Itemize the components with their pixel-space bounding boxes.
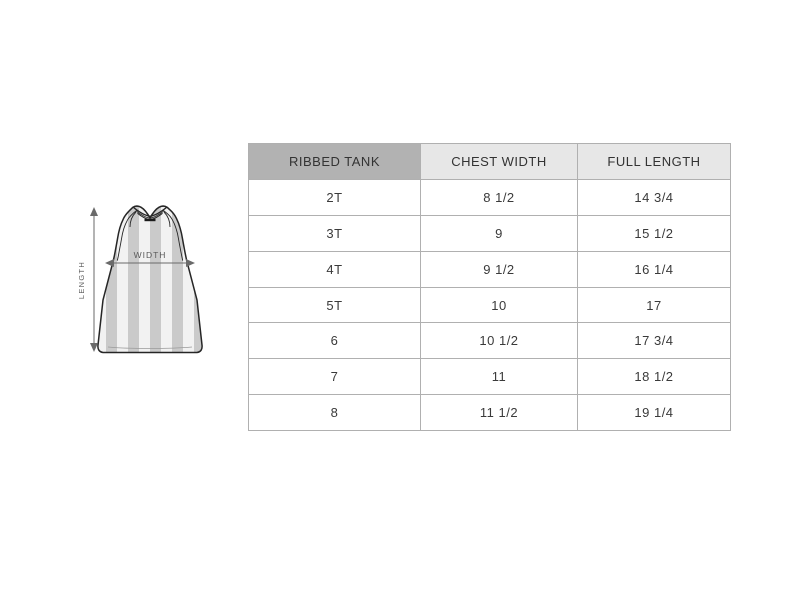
svg-text:LENGTH: LENGTH (77, 261, 86, 299)
svg-text:WIDTH: WIDTH (134, 250, 167, 260)
